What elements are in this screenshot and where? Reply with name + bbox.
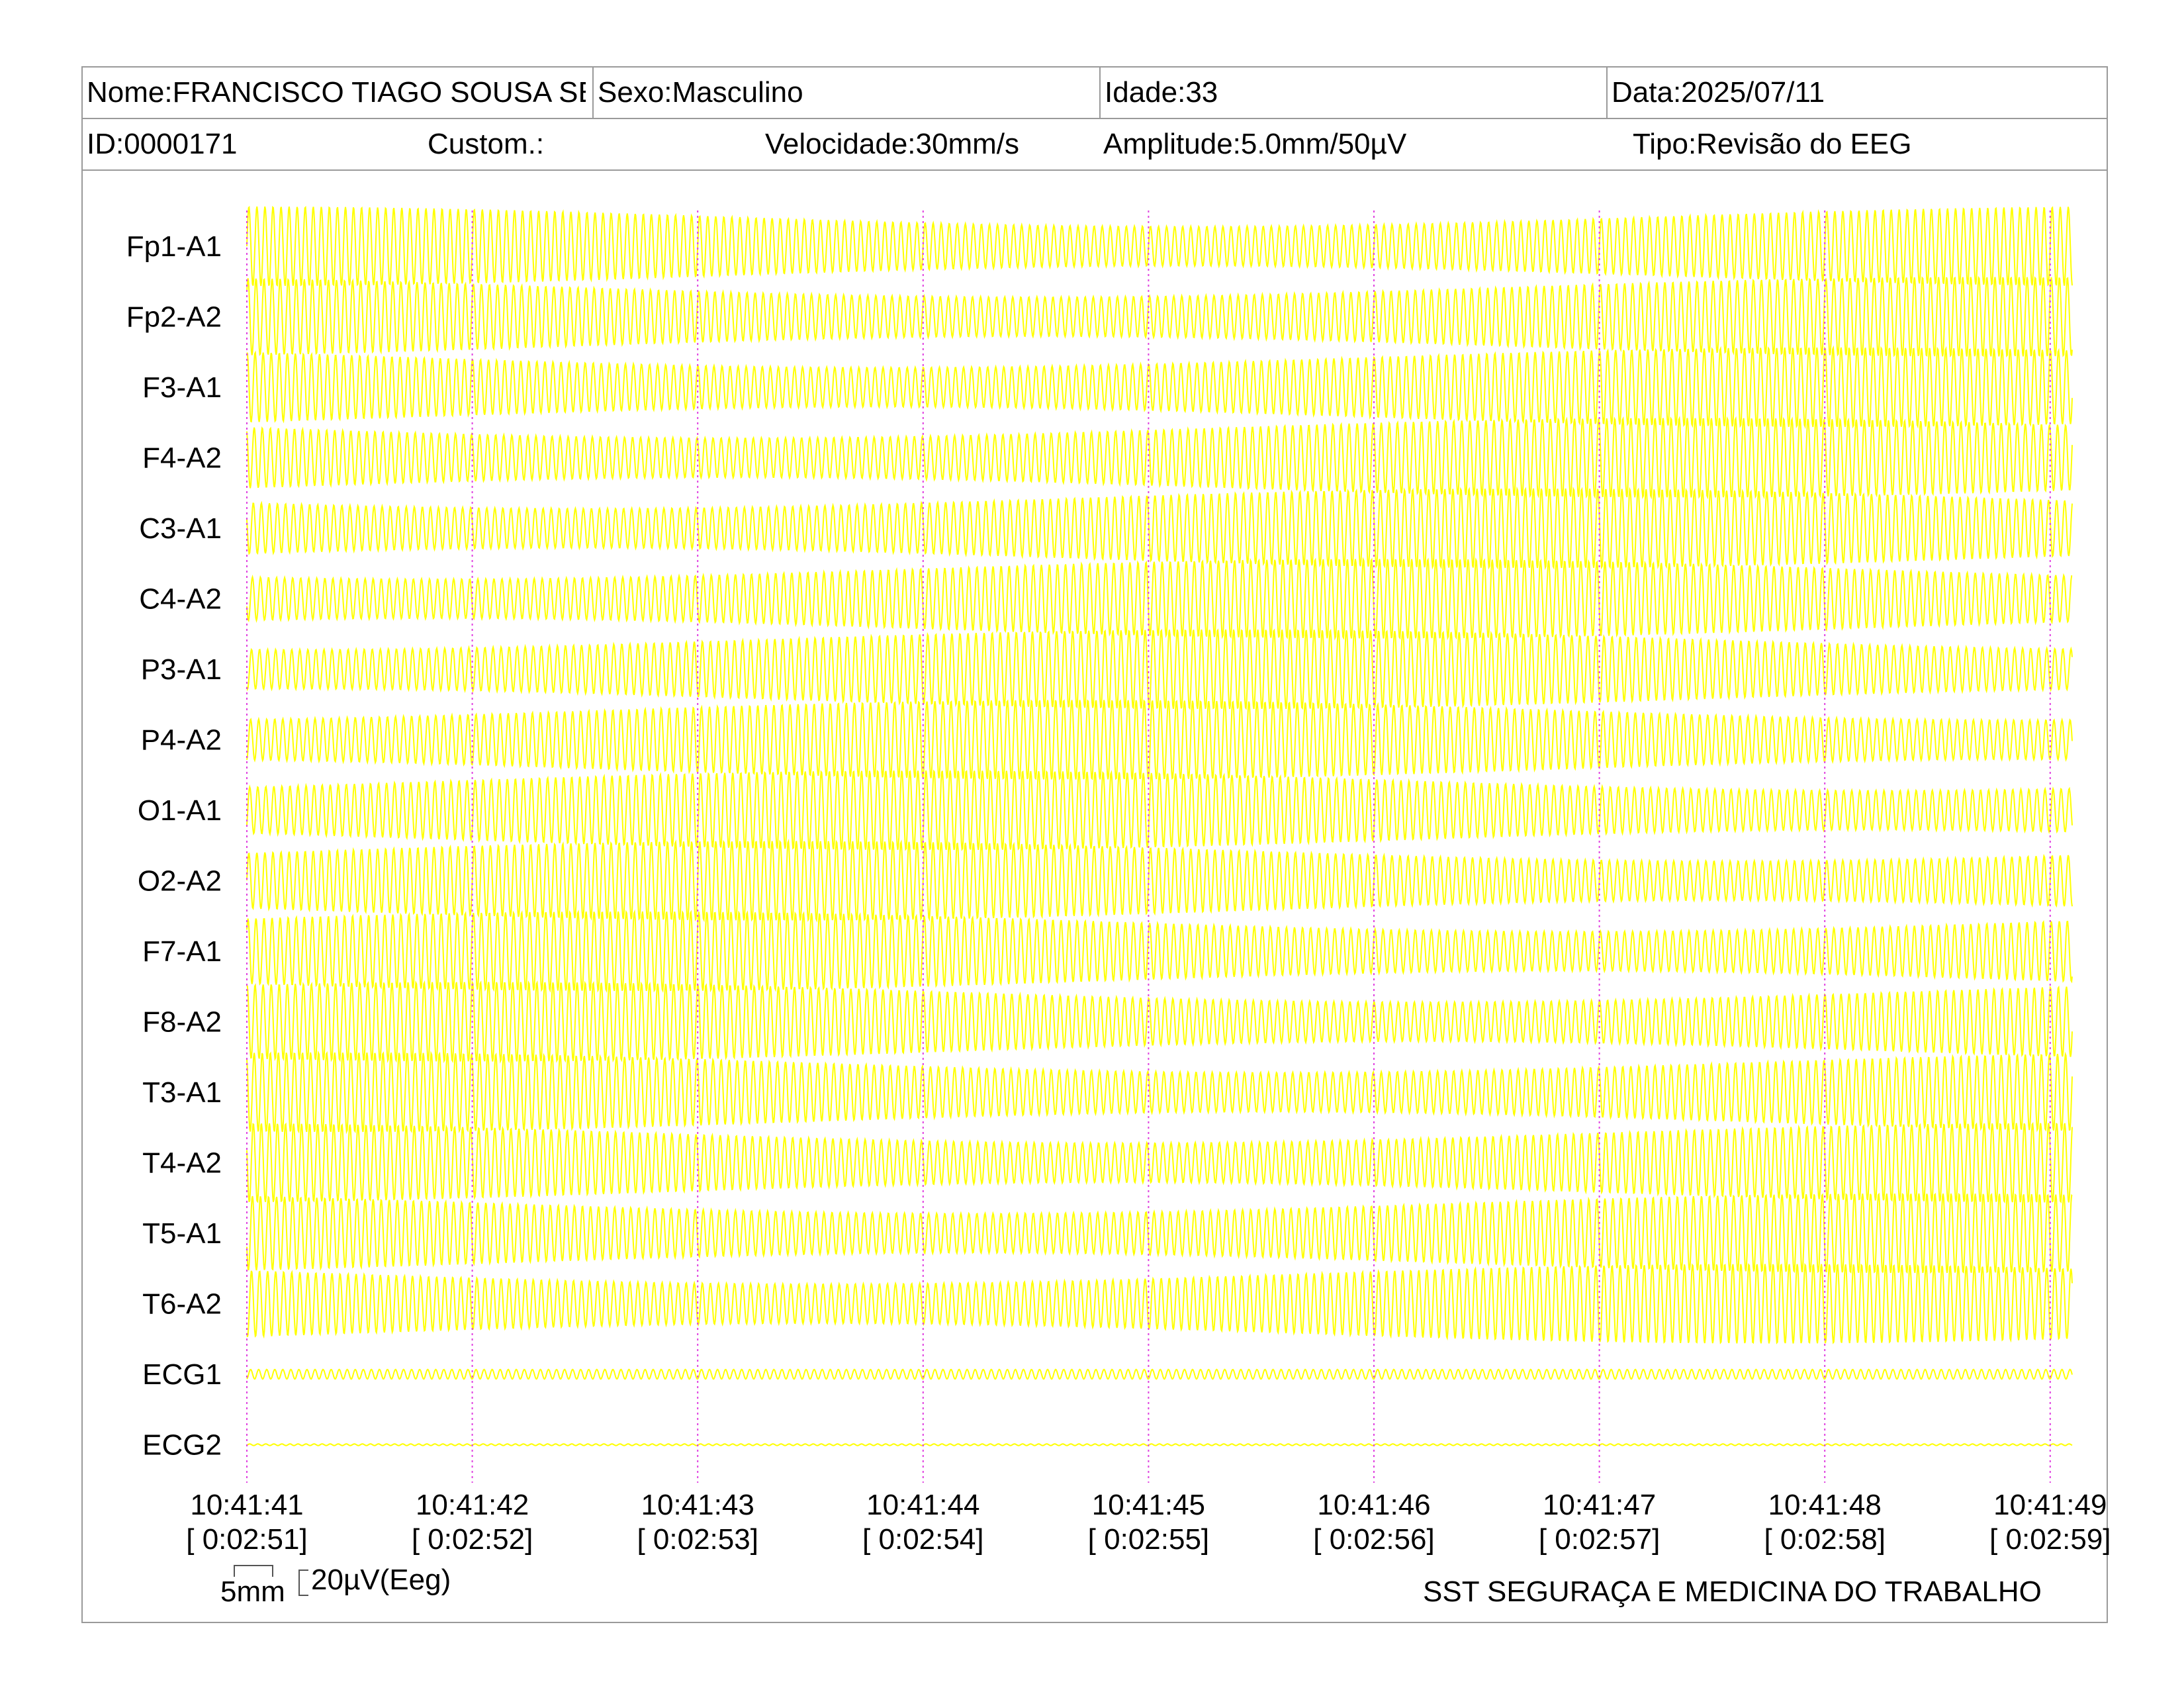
channel-label-fp1-a1: Fp1-A1 <box>126 230 222 263</box>
trace-f8-a2 <box>246 980 2073 1064</box>
trace-t3-a1 <box>246 1050 2073 1135</box>
custom-field: Custom.: <box>428 128 545 160</box>
channel-label-t3-a1: T3-A1 <box>142 1076 222 1109</box>
tick-label-time: 10:41:48 <box>1768 1489 1882 1521</box>
trace-o1-a1 <box>246 769 2073 851</box>
trace-f4-a2 <box>246 416 2073 500</box>
trace-t5-a1 <box>246 1192 2073 1274</box>
channel-label-o1-a1: O1-A1 <box>138 794 222 827</box>
tick-label-relative: [ 0:02:59] <box>1989 1523 2111 1556</box>
amplitude-setting: Amplitude:5.0mm/50µV <box>1103 128 1407 160</box>
time-scale-bracket <box>234 1565 273 1577</box>
channel-label-f3-a1: F3-A1 <box>142 371 222 404</box>
header-row-patient: Nome:FRANCISCO TIAGO SOUSA SE Sexo:Mascu… <box>83 68 2107 119</box>
channel-label-o2-a2: O2-A2 <box>138 865 222 898</box>
channel-label-fp2-a2: Fp2-A2 <box>126 301 222 334</box>
time-axis: 10:41:41[ 0:02:51] 10:41:42[ 0:02:52] 10:4… <box>186 1489 2111 1556</box>
channel-label-f7-a1: F7-A1 <box>142 935 222 968</box>
channel-label-t4-a2: T4-A2 <box>142 1147 222 1180</box>
trace-f7-a1 <box>246 909 2073 993</box>
channel-label-p4-a2: P4-A2 <box>141 724 222 757</box>
channel-label-ecg1: ECG1 <box>142 1358 222 1391</box>
trace-c3-a1 <box>246 486 2073 571</box>
header-row-settings: ID:0000171 Custom.: Velocidade:30mm/s Am… <box>83 119 2107 171</box>
patient-name: Nome:FRANCISCO TIAGO SOUSA SE <box>87 76 586 109</box>
tick-label-time: 10:41:49 <box>1993 1489 2107 1521</box>
exam-type: Tipo:Revisão do EEG <box>1633 128 1912 160</box>
channel-label-t5-a1: T5-A1 <box>142 1217 222 1250</box>
trace-p3-a1 <box>246 628 2073 710</box>
channel-label-t6-a2: T6-A2 <box>142 1288 222 1321</box>
paper-speed: Velocidade:30mm/s <box>765 128 1019 160</box>
exam-date: Data:2025/07/11 <box>1606 68 2107 118</box>
channel-label-f4-a2: F4-A2 <box>142 442 222 475</box>
trace-fp1-a1 <box>246 205 2073 287</box>
trace-p4-a2 <box>246 699 2073 780</box>
trace-ecg2 <box>246 1443 2073 1446</box>
tick-label-time: 10:41:47 <box>1543 1489 1656 1521</box>
tick-label-relative: [ 0:02:55] <box>1088 1523 1209 1556</box>
tick-label-time: 10:41:45 <box>1092 1489 1205 1521</box>
amplitude-scale-bracket <box>298 1570 308 1596</box>
tick-label-relative: [ 0:02:57] <box>1539 1523 1660 1556</box>
patient-id: ID:0000171 <box>87 128 238 160</box>
eeg-traces <box>246 205 2073 1446</box>
report-frame: Nome:FRANCISCO TIAGO SOUSA SE Sexo:Mascu… <box>81 66 2108 1623</box>
patient-age: Idade:33 <box>1099 68 1606 118</box>
trace-c4-a2 <box>246 557 2073 641</box>
second-markers <box>246 211 2051 1483</box>
patient-sex: Sexo:Masculino <box>592 68 1099 118</box>
channel-label-ecg2: ECG2 <box>142 1429 222 1462</box>
company-footer: SST SEGURAÇA E MEDICINA DO TRABALHO <box>1423 1575 2042 1608</box>
tick-label-relative: [ 0:02:52] <box>412 1523 533 1556</box>
trace-t6-a2 <box>246 1263 2073 1344</box>
trace-o2-a2 <box>246 839 2073 923</box>
time-scale-label: 5mm <box>220 1575 285 1608</box>
tick-label-time: 10:41:43 <box>641 1489 754 1521</box>
amplitude-scale-label: 20µV(Eeg) <box>311 1564 451 1596</box>
channel-label-c4-a2: C4-A2 <box>139 583 222 616</box>
tick-label-relative: [ 0:02:58] <box>1764 1523 1885 1556</box>
tick-label-relative: [ 0:02:51] <box>186 1523 307 1556</box>
tick-label-relative: [ 0:02:53] <box>637 1523 758 1556</box>
tick-label-time: 10:41:44 <box>866 1489 979 1521</box>
tick-label-time: 10:41:41 <box>190 1489 303 1521</box>
channel-labels: Fp1-A1 Fp2-A2 F3-A1 F4-A2 C3-A1 C4-A2 P3-A1 P4-… <box>126 230 222 1462</box>
tick-label-time: 10:41:42 <box>416 1489 529 1521</box>
tick-label-time: 10:41:46 <box>1317 1489 1430 1521</box>
trace-f3-a1 <box>246 345 2073 430</box>
tick-label-relative: [ 0:02:56] <box>1313 1523 1434 1556</box>
channel-label-c3-a1: C3-A1 <box>139 512 222 545</box>
channel-label-f8-a2: F8-A2 <box>142 1006 222 1039</box>
calibration-marks <box>234 1565 308 1596</box>
trace-t4-a2 <box>246 1121 2073 1204</box>
tick-label-relative: [ 0:02:54] <box>862 1523 983 1556</box>
trace-fp2-a2 <box>246 275 2073 358</box>
channel-label-p3-a1: P3-A1 <box>141 653 222 686</box>
trace-ecg1 <box>246 1368 2073 1380</box>
